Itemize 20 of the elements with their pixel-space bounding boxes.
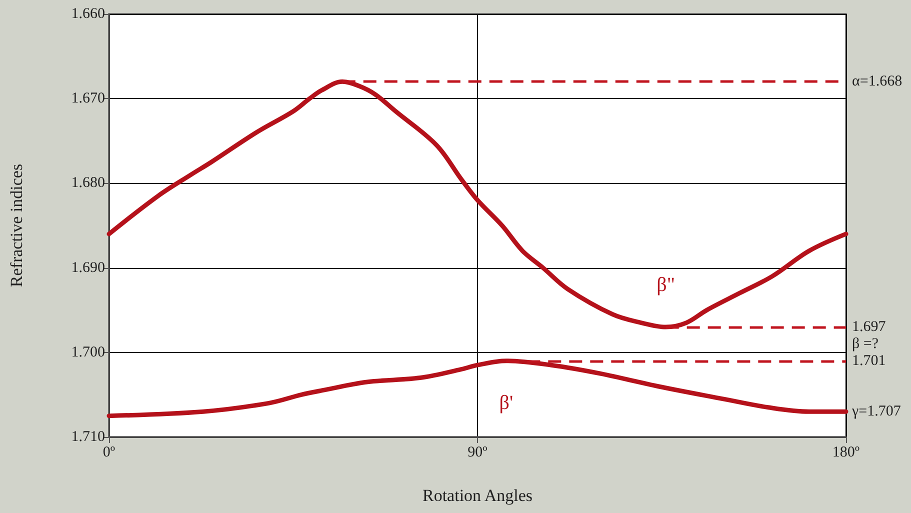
y-tick-label: 1.680: [71, 175, 105, 192]
line-series: [106, 358, 848, 418]
x-tick-label: 0º: [102, 444, 116, 460]
x-tick-label: 180º: [832, 444, 860, 460]
y-tick-label: 1.660: [71, 6, 105, 22]
y-tick-label: 1.670: [71, 90, 105, 107]
line-series: [106, 79, 848, 330]
ref-line-label: 1.701: [852, 352, 886, 369]
y-tick-label: 1.690: [71, 260, 105, 276]
x-tick-label: 90º: [468, 444, 488, 460]
annotation: γ=1.707: [851, 404, 902, 420]
y-tick-label: 1.710: [71, 429, 105, 445]
y-tick-label: 1.700: [71, 344, 105, 360]
ref-line-label: α=1.668: [852, 74, 902, 90]
text: β =?: [852, 336, 879, 352]
x-axis-title: Rotation Angles: [422, 486, 533, 505]
series-label: β": [656, 274, 676, 296]
ref-line-label: 1.697: [852, 319, 886, 336]
y-axis-title: Refractive indices: [7, 164, 26, 288]
series-label: β': [499, 392, 514, 414]
